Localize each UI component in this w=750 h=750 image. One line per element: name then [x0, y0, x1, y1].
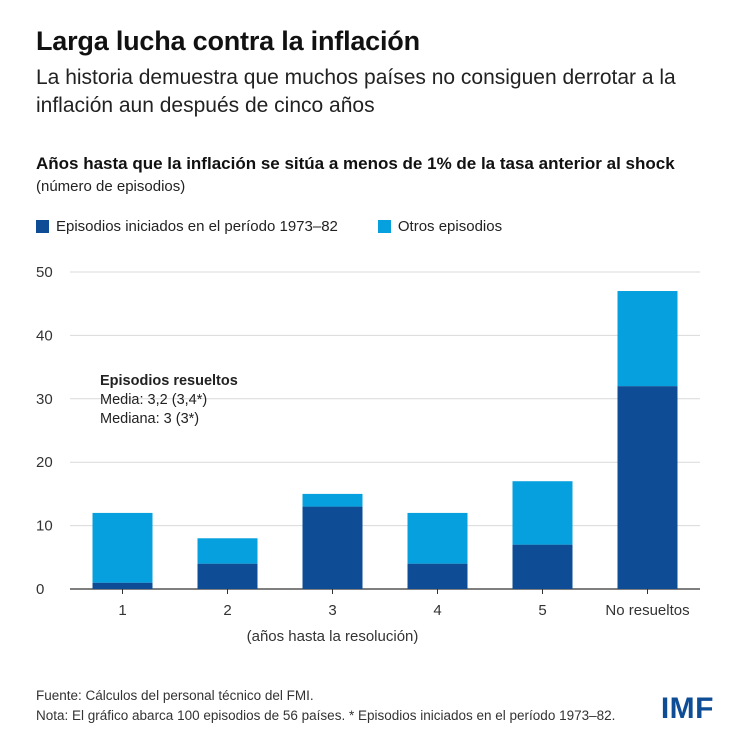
legend-label-other: Otros episodios	[397, 218, 503, 235]
chart-legend: Episodios iniciados en el período 1973–8…	[36, 218, 542, 235]
y-tick-label: 30	[36, 391, 53, 408]
bar-1973-82	[617, 386, 678, 589]
chart-subtitle: (número de episodios)	[36, 178, 186, 195]
bar-other	[617, 291, 678, 387]
x-tick-label: 1	[118, 602, 126, 619]
y-tick-label: 10	[36, 518, 53, 535]
x-tick-label: 4	[433, 602, 441, 619]
note-heading: Episodios resueltos	[100, 373, 238, 389]
note-median: Mediana: 3 (3*)	[100, 411, 200, 427]
x-tick-label: 5	[538, 602, 546, 619]
bar-chart: 0 10 20 30 40 50 1 2 3 4 5 No resueltos (años hasta …	[36, 264, 700, 645]
page-subtitle: La historia demuestra que muchos países …	[36, 66, 676, 117]
bar-other	[197, 538, 258, 564]
resolved-episodes-note: Episodios resueltos Media: 3,2 (3,4*) Me…	[100, 372, 238, 429]
note-mean: Media: 3,2 (3,4*)	[100, 392, 208, 408]
bar-1973-82	[197, 563, 258, 589]
x-tick-label: No resueltos	[605, 602, 689, 619]
x-tick-label: 3	[328, 602, 336, 619]
bar-1973-82	[302, 506, 363, 589]
bar-other	[407, 512, 468, 564]
legend-item-1973-82: Episodios iniciados en el período 1973–8…	[36, 218, 338, 235]
bar-other	[92, 512, 153, 583]
imf-logo: IMF	[660, 692, 714, 725]
bar-other	[302, 493, 363, 507]
bar-other	[512, 481, 573, 545]
bar-1973-82	[407, 563, 468, 589]
bar-1973-82	[92, 582, 153, 589]
bar-1973-82	[512, 544, 573, 589]
legend-swatch-1973-82	[36, 220, 49, 233]
x-axis-label: (años hasta la resolución)	[247, 628, 419, 645]
x-tick-label: 2	[223, 602, 231, 619]
legend-item-other: Otros episodios	[377, 218, 503, 235]
legend-label-1973-82: Episodios iniciados en el período 1973–8…	[56, 218, 338, 235]
footer: Fuente: Cálculos del personal técnico de…	[36, 686, 615, 726]
y-tick-label: 40	[36, 327, 53, 344]
y-tick-label: 50	[36, 264, 53, 281]
y-tick-label: 0	[36, 581, 44, 598]
footer-note: Nota: El gráfico abarca 100 episodios de…	[36, 708, 616, 723]
footer-source: Fuente: Cálculos del personal técnico de…	[36, 688, 314, 703]
legend-swatch-other	[377, 220, 391, 233]
page-title: Larga lucha contra la inflación	[36, 26, 420, 56]
y-tick-label: 20	[36, 454, 53, 471]
chart-title: Años hasta que la inflación se sitúa a m…	[36, 154, 675, 173]
